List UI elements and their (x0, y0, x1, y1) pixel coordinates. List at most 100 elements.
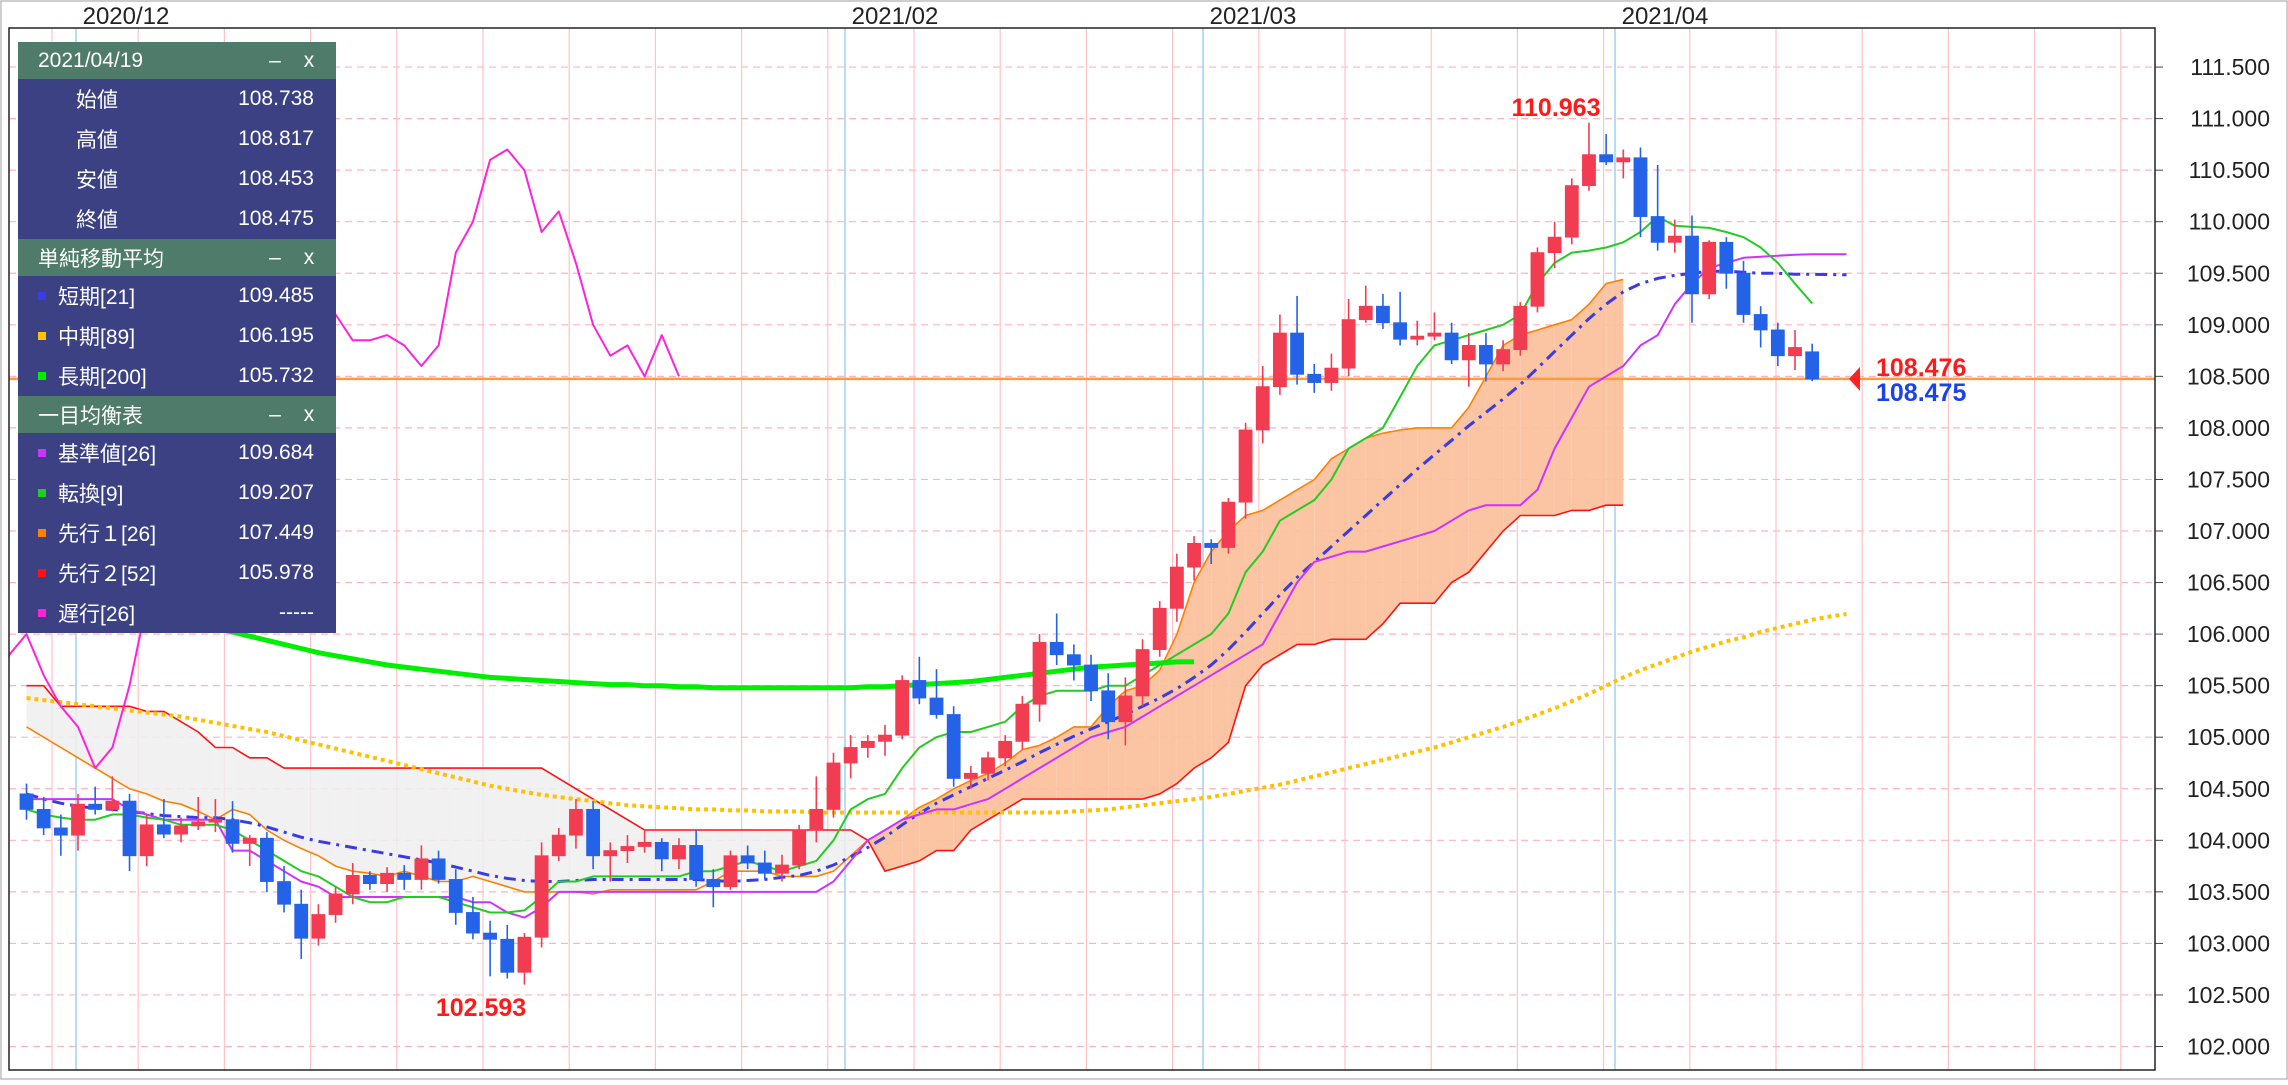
cloud-segment (816, 829, 834, 877)
plot-frame (8, 27, 2156, 1071)
candle-body (122, 800, 137, 857)
cloud-segment (129, 706, 147, 794)
cloud-segment (352, 768, 370, 874)
close-button[interactable]: x (303, 402, 315, 426)
candle-body (139, 824, 154, 857)
sma-section: 短期[21] 109.485 中期[89] 106.195 長期[200] 105.7… (18, 276, 336, 396)
candle-body (792, 829, 807, 866)
cloud-segment (26, 685, 44, 738)
minimize-button[interactable]: – (269, 402, 281, 426)
sma-row: 短期[21] 109.485 (18, 276, 336, 316)
x-tick-label: 2021/04 (1622, 3, 1709, 30)
minimize-button[interactable]: – (269, 245, 281, 269)
ichimoku-row: 基準値[26] 109.684 (18, 433, 336, 473)
candle-body (1290, 332, 1304, 375)
candle-body (1685, 235, 1699, 295)
ohlc-row: 高値 108.817 (18, 119, 336, 159)
y-tick-label: 103.000 (2187, 930, 2270, 956)
y-tick-label: 106.500 (2187, 570, 2270, 596)
ohlc-section: 始値 108.738 高値 108.817 安値 108.453 終値 108.475 (18, 79, 336, 239)
candle-body (208, 819, 223, 823)
close-button[interactable]: x (303, 48, 315, 72)
close-button[interactable]: x (303, 245, 315, 269)
ichimoku-value: ----- (279, 601, 314, 624)
candle-body (1255, 386, 1270, 431)
cloud-segment (1365, 433, 1383, 640)
cloud-segment (1417, 427, 1435, 604)
candle-body (637, 841, 652, 847)
ichimoku-label: 転換[9] (58, 483, 124, 506)
sma-header: 単純移動平均 – x (18, 239, 336, 276)
cloud-segment (1554, 319, 1572, 516)
candle-body (895, 680, 910, 736)
x-tick-label: 2021/03 (1210, 3, 1297, 30)
candle-body (1736, 272, 1751, 315)
candle-body (1410, 335, 1425, 340)
ichimoku-row: 遅行[26] ----- (18, 593, 336, 633)
candle-body (1719, 241, 1734, 274)
y-tick-label: 103.500 (2187, 879, 2270, 905)
cloud-segment (284, 768, 302, 849)
cloud-segment (953, 780, 971, 851)
candle-body (191, 821, 206, 827)
info-panel[interactable]: 2021/04/19 – x 始値 108.738 高値 108.817 安値 108… (18, 42, 336, 633)
candle-body (36, 808, 51, 829)
y-tick-label: 110.500 (2189, 157, 2270, 183)
candle-body (929, 697, 944, 715)
cloud-segment (95, 706, 113, 779)
cloud-segment (1485, 345, 1504, 552)
candle-body (156, 824, 171, 835)
candle-body (1204, 542, 1219, 548)
candle-body (775, 864, 789, 874)
sma-value: 106.195 (238, 324, 314, 347)
cloud-segment (558, 778, 576, 892)
candle-body (1169, 566, 1184, 609)
candle-body (586, 808, 601, 857)
cloud-segment (421, 768, 439, 882)
y-tick-label: 109.000 (2187, 312, 2270, 338)
cloud-segment (507, 768, 525, 892)
cloud-segment (215, 747, 233, 820)
candle-body (1273, 332, 1287, 388)
candle-body (1633, 157, 1648, 217)
ichimoku-row: 先行１[26] 107.449 (18, 513, 336, 553)
cloud-segment (1262, 500, 1280, 666)
cloud-segment (1159, 634, 1177, 794)
candle-body (1221, 501, 1236, 548)
ohlc-row: 終値 108.475 (18, 199, 336, 239)
candle-body (19, 793, 34, 810)
candle-body (1702, 241, 1717, 295)
cloud-segment (1588, 283, 1607, 511)
candle-body (380, 872, 394, 885)
series-color-dot (38, 569, 46, 577)
candle-body (1066, 654, 1081, 666)
ichimoku-section: 基準値[26] 109.684 転換[9] 109.207 先行１[26] 107.4… (18, 433, 336, 633)
series-color-dot (38, 529, 46, 537)
x-tick-label: 2020/12 (83, 3, 170, 30)
ohlc-label: 安値 (76, 169, 118, 192)
cloud-segment (163, 711, 182, 805)
sma-title: 単純移動平均 (38, 247, 164, 271)
candle-body (242, 837, 257, 844)
cloud-segment (1606, 279, 1624, 506)
cloud-segment (1279, 489, 1298, 655)
minimize-button[interactable]: – (269, 48, 281, 72)
candle-body (878, 734, 892, 742)
y-tick-label: 104.000 (2187, 827, 2270, 853)
candle-body (1530, 252, 1545, 307)
candle-body (1015, 703, 1030, 742)
candle-body (345, 874, 360, 895)
y-tick-label: 111.000 (2190, 106, 2270, 132)
cloud-segment (318, 768, 336, 867)
candle-body (826, 762, 841, 810)
candle-body (414, 858, 429, 880)
y-tick-label: 105.500 (2187, 673, 2270, 699)
candle-body (1496, 349, 1511, 365)
cloud-segment (146, 711, 164, 802)
candle-body (225, 819, 240, 844)
candle-body (1805, 351, 1820, 380)
cloud-segment (1382, 429, 1401, 624)
